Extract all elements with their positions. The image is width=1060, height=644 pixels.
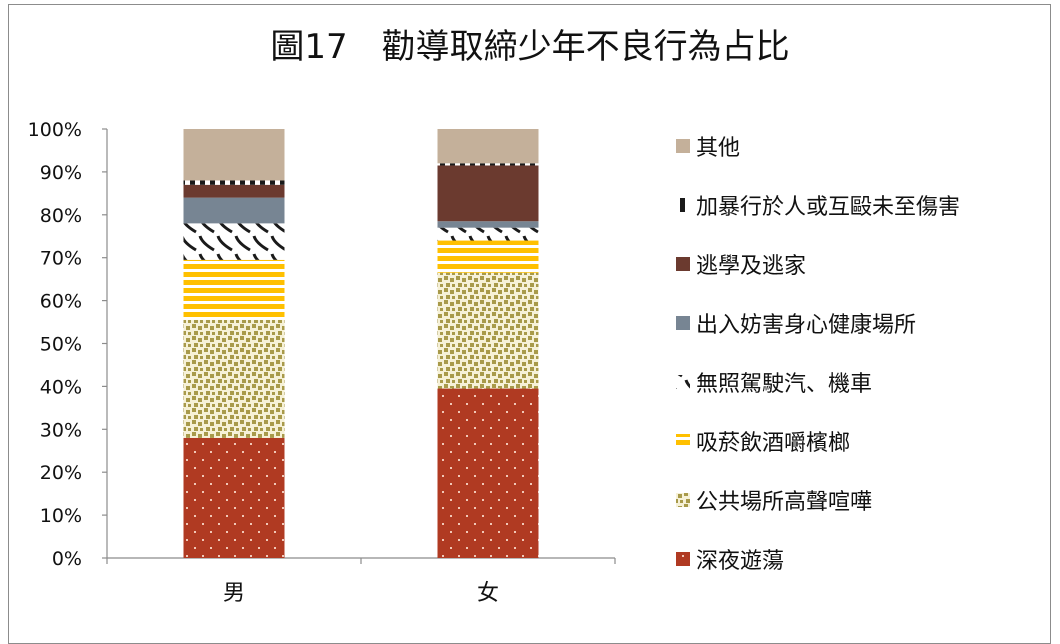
bar-segment [183,319,285,438]
legend-swatch [676,375,690,389]
bar-segment [437,240,539,273]
y-tick-label: 30% [40,419,82,441]
bar-segment [183,223,285,260]
legend-swatch [676,493,690,507]
legend-label: 逃學及逃家 [696,254,806,279]
bar-segment [437,129,539,164]
legend-label: 加暴行於人或互毆未至傷害 [696,195,960,220]
bar-segment [437,221,539,228]
y-tick-label: 40% [40,376,82,398]
bar-segment [437,388,539,558]
legend-swatch [676,552,690,566]
y-tick-label: 10% [40,505,82,527]
bar-segment [183,437,285,558]
stacked-bar-chart: 圖17 勸導取締少年不良行為占比 0% 10% 20% 30% 40% 50% 60% 70%… [28,27,960,606]
y-tick-label: 70% [40,248,82,270]
bar-segment [437,227,539,241]
legend-label: 吸菸飲酒嚼檳榔 [696,431,850,456]
legend-swatch [676,198,690,212]
y-tick-label: 80% [40,205,82,227]
y-tick-label: 20% [40,462,82,484]
chart-title: 圖17 勸導取締少年不良行為占比 [270,27,789,67]
legend-swatch [676,257,690,271]
legend-label: 公共場所高聲喧嘩 [696,490,872,515]
legend-label: 深夜遊蕩 [696,549,784,574]
x-category-label: 男 [223,581,245,606]
legend-label: 其他 [696,136,740,161]
y-tick-label: 50% [40,334,82,356]
bar-segment [183,197,285,224]
bar-segment [437,272,539,389]
bar-segment [183,180,285,185]
legend-swatch [676,316,690,330]
bar-segment [183,129,285,181]
y-tick-label: 90% [40,162,82,184]
bar-segment [183,184,285,198]
axes: 0% 10% 20% 30% 40% 50% 60% 70% 80% 90% 100% [28,119,616,570]
legend-label: 出入妨害身心健康場所 [696,313,916,338]
legend: 其他加暴行於人或互毆未至傷害逃學及逃家出入妨害身心健康場所無照駕駛汽、機車吸菸飲… [676,136,960,574]
y-tick-label: 100% [28,119,82,141]
x-category-label: 女 [477,581,499,606]
legend-label: 無照駕駛汽、機車 [696,372,872,397]
legend-swatch [676,139,690,153]
bar-segment [437,163,539,166]
bar-segment [183,259,285,320]
bar-segment [437,165,539,222]
legend-swatch [676,434,690,448]
bars: 男女 [183,129,539,606]
y-tick-label: 0% [52,548,82,570]
y-tick-label: 60% [40,291,82,313]
